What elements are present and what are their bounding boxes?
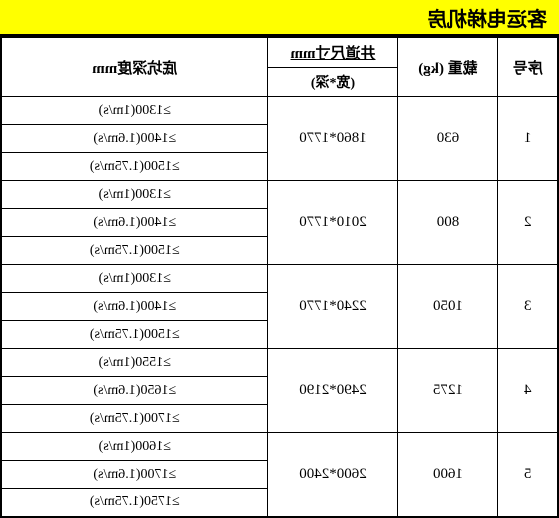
table-row: 412752490*2190≥1550(1m/s) bbox=[1, 349, 558, 377]
pit-cell: ≥1300(1m/s) bbox=[1, 265, 268, 293]
pit-cell: ≥1650(1.6m/s) bbox=[1, 377, 268, 405]
pit-cell: ≥1700(1.6m/s) bbox=[1, 461, 268, 489]
seq-cell: 4 bbox=[498, 349, 558, 433]
header-seq: 序号 bbox=[498, 37, 558, 97]
shaft-cell: 1860*1770 bbox=[268, 97, 398, 181]
table-row: 516002600*2400≥1600(1m/s) bbox=[1, 433, 558, 461]
table-row: 310502240*1770≥1300(1m/s) bbox=[1, 265, 558, 293]
pit-cell: ≥1750(1.75m/s) bbox=[1, 489, 268, 517]
seq-cell: 2 bbox=[498, 181, 558, 265]
shaft-cell: 2240*1770 bbox=[268, 265, 398, 349]
table-row: 16301860*1770≥1300(1m/s) bbox=[1, 97, 558, 125]
pit-cell: ≥1700(1.75m/s) bbox=[1, 405, 268, 433]
pit-cell: ≥1400(1.6m/s) bbox=[1, 125, 268, 153]
pit-cell: ≥1500(1.75m/s) bbox=[1, 237, 268, 265]
table-row: 28002010*1770≥1300(1m/s) bbox=[1, 181, 558, 209]
header-pit: 底坑深度mm bbox=[1, 37, 268, 97]
pit-cell: ≥1600(1m/s) bbox=[1, 433, 268, 461]
elevator-spec-table: 序号 载重 (kg) 井道尺寸mm 底坑深度mm (宽*深) 16301860*… bbox=[0, 36, 559, 518]
pit-cell: ≥1400(1.6m/s) bbox=[1, 209, 268, 237]
load-cell: 800 bbox=[398, 181, 498, 265]
pit-cell: ≥1500(1.75m/s) bbox=[1, 153, 268, 181]
pit-cell: ≥1500(1.75m/s) bbox=[1, 321, 268, 349]
load-cell: 1600 bbox=[398, 433, 498, 517]
load-cell: 630 bbox=[398, 97, 498, 181]
shaft-cell: 2010*1770 bbox=[268, 181, 398, 265]
pit-cell: ≥1300(1m/s) bbox=[1, 181, 268, 209]
seq-cell: 1 bbox=[498, 97, 558, 181]
header-shaft-sub: (宽*深) bbox=[268, 68, 398, 97]
pit-cell: ≥1300(1m/s) bbox=[1, 97, 268, 125]
seq-cell: 5 bbox=[498, 433, 558, 517]
title-text: 客运电梯机房 bbox=[427, 3, 547, 32]
pit-cell: ≥1400(1.6m/s) bbox=[1, 293, 268, 321]
shaft-cell: 2600*2400 bbox=[268, 433, 398, 517]
title-bar: 客运电梯机房 bbox=[0, 0, 559, 36]
header-shaft-top: 井道尺寸mm bbox=[268, 37, 398, 68]
pit-cell: ≥1550(1m/s) bbox=[1, 349, 268, 377]
shaft-cell: 2490*2190 bbox=[268, 349, 398, 433]
load-cell: 1050 bbox=[398, 265, 498, 349]
load-cell: 1275 bbox=[398, 349, 498, 433]
header-load: 载重 (kg) bbox=[398, 37, 498, 97]
seq-cell: 3 bbox=[498, 265, 558, 349]
